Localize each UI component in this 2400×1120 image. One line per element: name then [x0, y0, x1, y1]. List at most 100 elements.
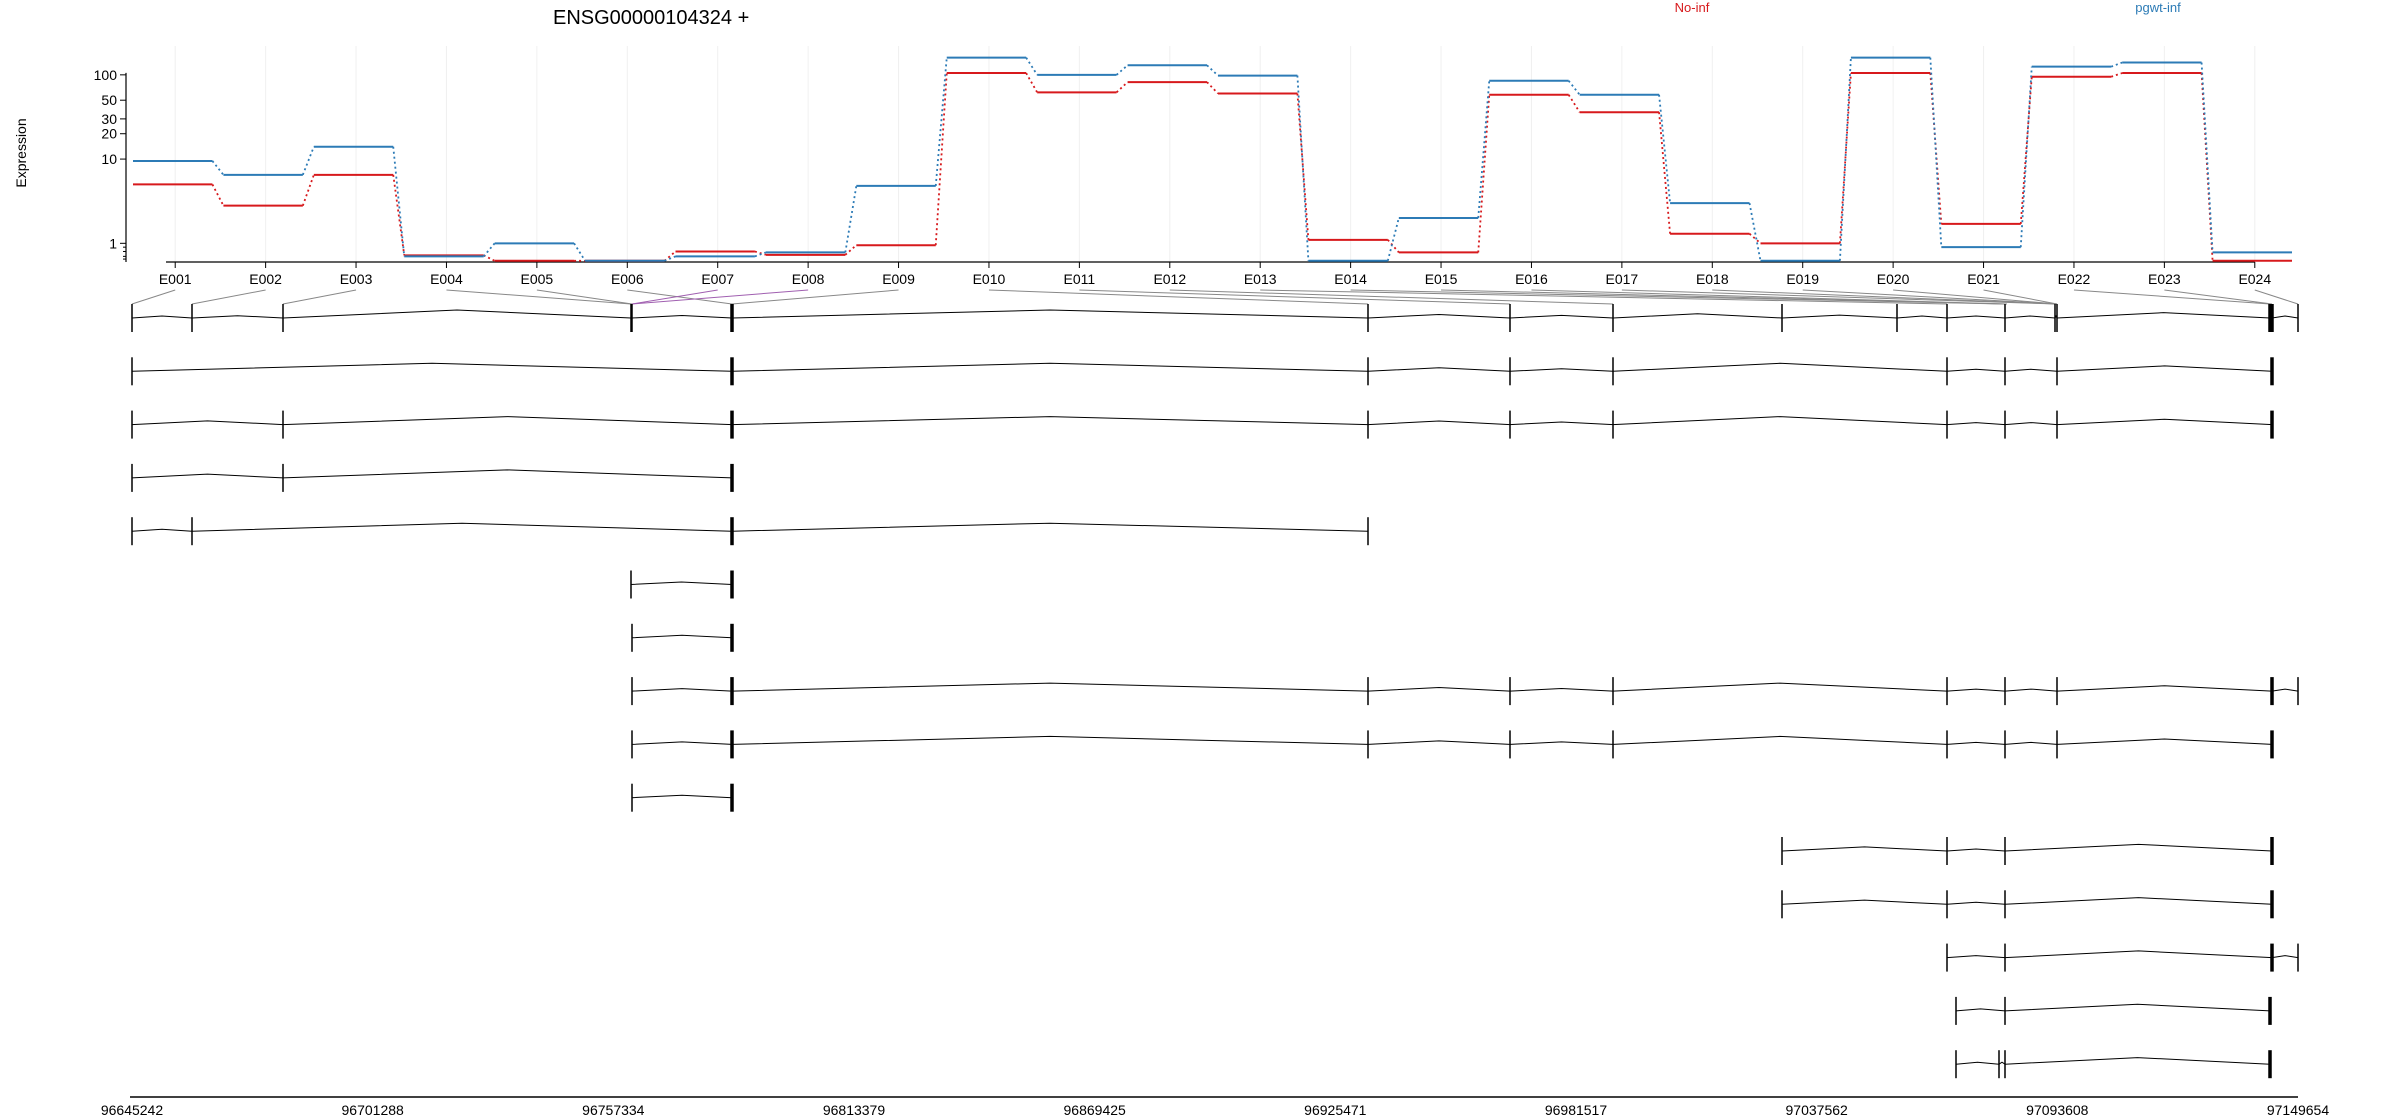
intron-line [2271, 688, 2299, 692]
intron-line [1946, 901, 2006, 905]
exon-connector [627, 289, 733, 305]
intron-line [1367, 420, 1511, 426]
exon-connector [282, 289, 357, 305]
exon-label-e009: E009 [882, 271, 915, 287]
transcript-row [1955, 1050, 2272, 1079]
transcript-row [1946, 943, 2299, 972]
series-no-inf-join [754, 250, 767, 256]
y-tick-label: 20 [101, 126, 117, 142]
y-tick-label: 50 [101, 92, 117, 108]
transcript-row [1781, 837, 2274, 865]
intron-line [731, 416, 1369, 426]
genomic-tick-label: 96813379 [823, 1102, 886, 1118]
intron-line [2004, 1003, 2271, 1012]
exon-label-e011: E011 [1064, 271, 1096, 287]
series-pgwt-inf-join [1658, 94, 1671, 204]
intron-line [1367, 367, 1511, 372]
intron-line [1781, 314, 1898, 319]
intron-line [1509, 741, 1614, 745]
intron-line [1946, 741, 2006, 745]
exon-label-e010: E010 [973, 271, 1006, 287]
genomic-tick-label: 97037562 [1786, 1102, 1849, 1118]
exon-label-e004: E004 [430, 271, 463, 287]
intron-line [631, 634, 733, 639]
intron-line [1367, 313, 1511, 319]
intron-line [2004, 688, 2058, 692]
exon-connector [1531, 289, 2008, 305]
genomic-tick-label: 96701288 [342, 1102, 405, 1118]
intron-line [1367, 687, 1511, 692]
series-no-inf-join [211, 184, 225, 207]
legend-entry-pgwt-inf: pgwt-inf [2135, 0, 2181, 15]
exon-connector [631, 289, 809, 305]
exon-connector [2254, 289, 2299, 305]
y-axis-label: Expression [13, 118, 29, 187]
series-pgwt-inf-join [1839, 57, 1852, 261]
intron-line [1998, 1061, 2006, 1065]
transcript-row [131, 304, 2299, 332]
exon-connector [2073, 289, 2271, 305]
x-axis-exons: E001 E002 E003 E004 E005 E006 E007 E008 E009 E010… [159, 261, 2271, 287]
genomic-tick-label: 96757334 [582, 1102, 645, 1118]
exon-connector [1169, 289, 1614, 305]
y-tick-label: 10 [101, 151, 117, 167]
exon-label-e022: E022 [2058, 271, 2091, 287]
intron-line [1946, 368, 2006, 372]
exon-connector [191, 289, 266, 305]
transcript-row [1781, 890, 2274, 919]
intron-line [131, 528, 193, 532]
transcript-row [631, 730, 2274, 759]
exon-label-e018: E018 [1696, 271, 1729, 287]
series-no-inf-join [392, 174, 406, 256]
intron-line [2004, 368, 2058, 372]
intron-line [1612, 416, 1948, 426]
series-pgwt-inf-join [482, 242, 496, 257]
series-pgwt-inf-join [754, 251, 767, 258]
exon-label-e023: E023 [2148, 271, 2181, 287]
intron-line [1612, 682, 1948, 692]
intron-line [1946, 422, 2006, 426]
series-pgwt-inf-join [301, 146, 315, 176]
exon-connector [1260, 289, 1948, 305]
exon-connector [131, 289, 176, 305]
series-no-inf-join [1206, 81, 1219, 95]
series-pgwt-inf-join [1477, 80, 1491, 219]
intron-line [631, 794, 733, 799]
intron-line [1367, 740, 1511, 745]
series-no-inf-join [483, 254, 496, 262]
intron-line [2271, 955, 2299, 959]
genomic-tick-label: 97149654 [2267, 1102, 2330, 1118]
series-pgwt-inf-join [1025, 57, 1038, 76]
exon-label-e015: E015 [1425, 271, 1458, 287]
intron-line [1509, 421, 1614, 426]
exon-connector [731, 289, 899, 305]
intron-line [631, 688, 733, 692]
exon-label-e008: E008 [792, 271, 825, 287]
intron-line [1896, 315, 1948, 319]
intron-line [631, 314, 733, 319]
intron-line [2004, 950, 2273, 959]
intron-line [2271, 315, 2299, 319]
exon-connector [536, 289, 633, 305]
series-no-inf-join [1658, 112, 1671, 234]
intron-line [1781, 899, 1948, 905]
series-pgwt-inf-join [2019, 66, 2033, 248]
series-pgwt-inf-join [2110, 61, 2123, 68]
series-no-inf-join [1387, 239, 1400, 253]
transcript-row [631, 623, 734, 652]
chart-title: ENSG00000104324 + [553, 7, 749, 29]
y-tick-label: 100 [94, 67, 118, 83]
exon-label-e016: E016 [1515, 271, 1548, 287]
exon-label-e017: E017 [1606, 271, 1639, 287]
transcript-row [631, 677, 2299, 706]
series-no-inf-join [1839, 73, 1852, 244]
genomic-tick-label: 96981517 [1545, 1102, 1608, 1118]
series-no-inf-join [2019, 76, 2033, 224]
genomic-tick-label: 96925471 [1304, 1102, 1367, 1118]
intron-line [2056, 738, 2273, 745]
intron-line [1946, 848, 2006, 852]
genomic-tick-label: 96869425 [1064, 1102, 1127, 1118]
exon-label-e001: E001 [159, 271, 192, 287]
exon-connector [1712, 289, 2058, 305]
